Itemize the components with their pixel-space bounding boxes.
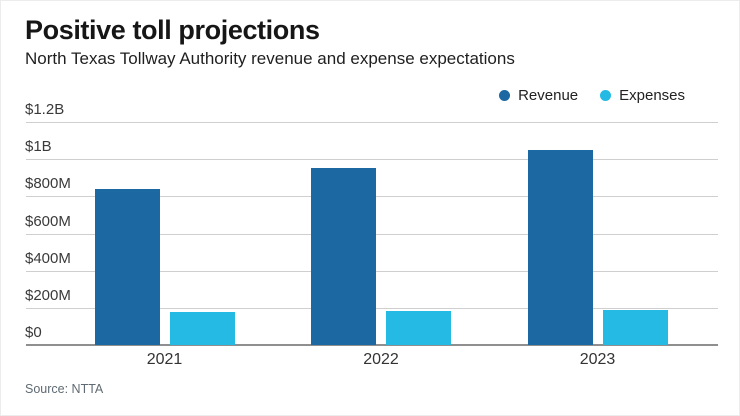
source-attribution: Source: NTTA (25, 382, 104, 396)
chart-title: Positive toll projections (25, 15, 320, 45)
gridline-$1.2B (26, 122, 718, 123)
bar-expenses-2023 (602, 309, 668, 345)
bar-expenses-2021 (169, 311, 235, 345)
bar-revenue-2023 (527, 149, 593, 345)
x-tick-label-2023: 2023 (579, 351, 616, 368)
chart-legend: Revenue Expenses (499, 87, 685, 104)
chart-header: Positive toll projections North Texas To… (25, 15, 715, 69)
legend-label-revenue: Revenue (518, 87, 579, 104)
x-axis-baseline (26, 344, 718, 346)
y-tick-label-$1.2B: $1.2B (25, 101, 65, 118)
y-tick-label-$600M: $600M (25, 212, 71, 230)
expenses-legend-dot-icon (600, 90, 612, 101)
y-tick-label-$1B: $1B (25, 138, 52, 156)
gridline-$1B (26, 159, 718, 161)
legend-label-expenses: Expenses (619, 87, 685, 104)
plot-area: $0 $200M $400M $600M $800M $1B $1.2B 2021 2022 20… (25, 101, 718, 368)
y-tick-label-$400M: $400M (25, 249, 71, 267)
bar-revenue-2022 (311, 167, 376, 345)
chart-subtitle: North Texas Tollway Authority revenue an… (25, 49, 515, 69)
bar-revenue-2021 (94, 188, 160, 345)
legend-item-expenses: Expenses (600, 87, 685, 104)
legend-item-revenue: Revenue (499, 87, 578, 104)
x-tick-label-2022: 2022 (363, 351, 399, 368)
x-tick-label-2021: 2021 (146, 351, 183, 368)
bar-expenses-2022 (386, 310, 451, 345)
revenue-legend-dot-icon (499, 90, 511, 101)
y-tick-label-$0: $0 (25, 324, 42, 341)
y-tick-label-$800M: $800M (25, 175, 71, 193)
y-tick-label-$200M: $200M (25, 286, 71, 304)
